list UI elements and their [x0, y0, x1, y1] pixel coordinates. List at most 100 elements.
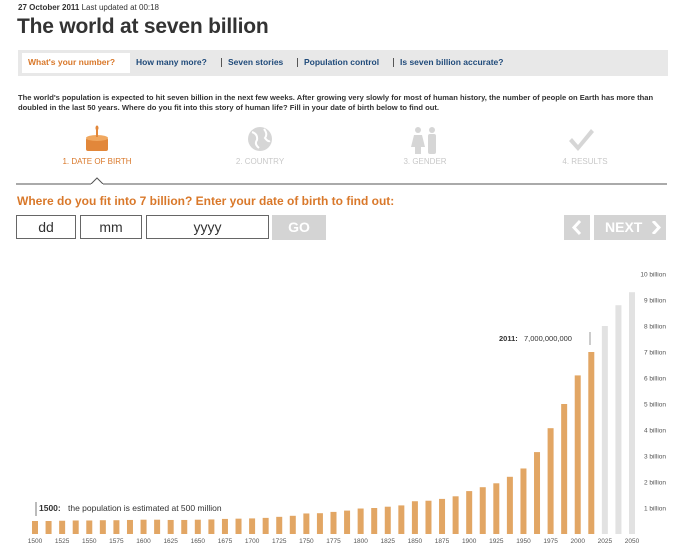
x-tick-label: 1775 — [326, 538, 341, 545]
bar — [506, 476, 513, 534]
bar — [316, 513, 323, 534]
y-tick-label: 4 billion — [644, 428, 666, 435]
next-arrow — [651, 221, 661, 234]
question: Where do you fit into 7 billion? Enter y… — [17, 194, 395, 208]
date: 27 October 2011 — [18, 3, 80, 12]
bar — [99, 520, 106, 534]
bar — [561, 404, 568, 534]
bar — [181, 519, 188, 534]
y-tick-label: 3 billion — [644, 454, 666, 461]
x-tick-label: 1950 — [516, 538, 531, 545]
bar — [384, 506, 391, 534]
y-tick-label: 1 billion — [644, 506, 666, 513]
x-tick-label: 1700 — [245, 538, 260, 545]
bar — [113, 520, 120, 534]
bar — [126, 519, 133, 534]
bar — [276, 516, 283, 534]
globe-icon — [248, 127, 272, 151]
cake-icon — [86, 125, 108, 151]
x-tick-label: 2050 — [625, 538, 640, 545]
annotation-label: 1500: — [39, 503, 61, 513]
x-tick-label: 1550 — [82, 538, 97, 545]
bar — [59, 520, 66, 534]
x-tick-label: 1825 — [381, 538, 396, 545]
x-tick-label: 1725 — [272, 538, 287, 545]
y-tick-label: 8 billion — [644, 324, 666, 331]
x-tick-label: 1975 — [543, 538, 558, 545]
bar — [303, 513, 310, 534]
bar — [371, 508, 378, 534]
bar — [466, 491, 473, 534]
nav-tab[interactable]: What's your number? — [28, 57, 116, 67]
y-tick-label: 2 billion — [644, 480, 666, 487]
y-tick-label: 6 billion — [644, 376, 666, 383]
chart: 1 billion 2 billion 3 billion 4 billion 5 bi… — [28, 272, 667, 546]
bar — [289, 515, 296, 534]
x-tick-label: 2000 — [570, 538, 585, 545]
x-tick-label: 1525 — [55, 538, 70, 545]
bar — [194, 519, 201, 534]
y-tick-label: 7 billion — [644, 350, 666, 357]
nav-tab[interactable]: Is seven billion accurate? — [400, 57, 504, 67]
annotation-text: the population is estimated at 500 milli… — [68, 503, 222, 513]
step-label[interactable]: 1. DATE OF BIRTH — [62, 157, 132, 166]
next-button[interactable]: NEXT — [594, 215, 666, 240]
bar — [601, 326, 608, 534]
x-tick-label: 2025 — [598, 538, 613, 545]
bar — [45, 521, 52, 534]
nav-tab[interactable]: Population control — [304, 57, 380, 67]
x-tick-label: 1875 — [435, 538, 450, 545]
step-label: 4. RESULTS — [562, 157, 608, 166]
bar — [615, 305, 622, 534]
nav-tab[interactable]: How many more? — [136, 57, 207, 67]
bar — [167, 519, 174, 534]
bar — [357, 508, 364, 534]
annotation-label: 2011: — [499, 334, 518, 343]
y-tick-label: 10 billion — [640, 272, 666, 279]
x-tick-label: 1575 — [109, 538, 124, 545]
separator — [393, 58, 394, 67]
bar — [344, 510, 351, 534]
nav-bar: What's your number? How many more? Seven… — [18, 50, 668, 76]
x-tick-label: 1675 — [218, 538, 233, 545]
x-tick-label: 1650 — [191, 538, 206, 545]
bar — [398, 505, 405, 534]
y-tick-label: 9 billion — [644, 298, 666, 305]
x-tick-label: 1750 — [299, 538, 314, 545]
go-button[interactable]: GO — [272, 215, 326, 240]
x-tick-label: 1850 — [408, 538, 423, 545]
bar — [574, 375, 581, 534]
bar — [86, 520, 93, 534]
year-input[interactable]: yyyy — [146, 215, 269, 239]
bar — [411, 501, 418, 534]
bar — [221, 518, 228, 534]
bar — [235, 518, 242, 534]
bar — [588, 352, 595, 534]
nav-tab[interactable]: Seven stories — [228, 57, 284, 67]
check-icon — [569, 129, 594, 151]
bar — [262, 517, 269, 534]
dateline: 27 October 2011 Last updated at 00:18 — [18, 3, 159, 12]
bar — [493, 483, 500, 534]
day-input[interactable]: dd — [16, 215, 76, 239]
x-tick-label: 1625 — [163, 538, 178, 545]
bar — [140, 519, 147, 534]
bar — [629, 292, 635, 534]
separator — [297, 58, 298, 67]
active-tab-bg — [22, 53, 130, 73]
bar — [479, 487, 486, 534]
step-label: 2. COUNTRY — [235, 157, 285, 166]
bar — [72, 520, 79, 534]
prev-button[interactable] — [564, 215, 590, 240]
step-label: 3. GENDER — [403, 157, 447, 166]
x-tick-label: 1500 — [28, 538, 43, 545]
next-label: NEXT — [605, 219, 643, 235]
x-tick-label: 1900 — [462, 538, 477, 545]
bar — [534, 452, 541, 534]
gender-icon — [411, 127, 436, 154]
bar — [154, 519, 161, 534]
month-input[interactable]: mm — [80, 215, 142, 239]
bar — [547, 428, 554, 534]
bar — [425, 500, 432, 534]
